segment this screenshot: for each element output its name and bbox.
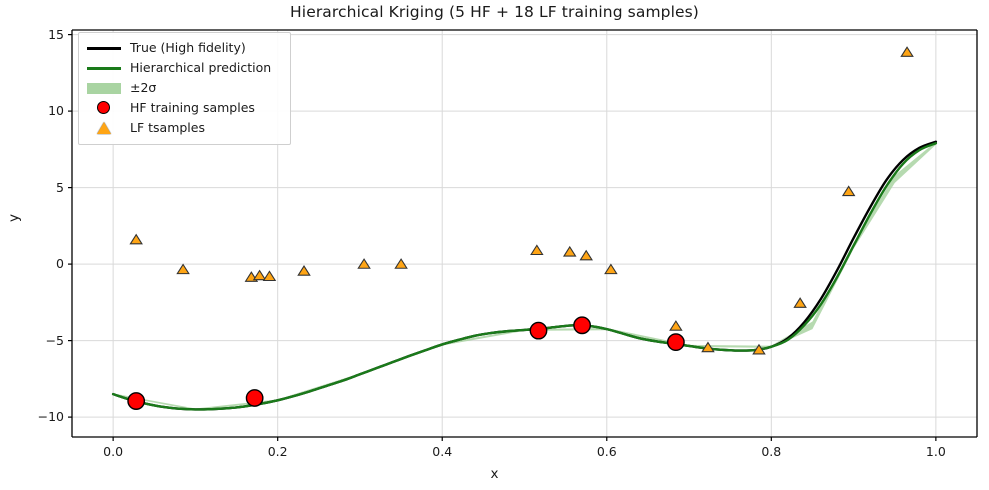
lf-sample-marker (252, 269, 267, 281)
lf-sample-marker (701, 341, 715, 353)
legend-item-band: ±2σ (86, 78, 283, 98)
legend-key-line-true (86, 40, 122, 56)
hf-sample-marker (245, 389, 264, 407)
x-tick-label: 0.2 (267, 444, 288, 459)
lf-sample-marker (562, 245, 577, 257)
y-tick-label: 5 (56, 179, 64, 195)
hf-sample-marker (573, 316, 591, 335)
y-tick-label: −10 (37, 409, 64, 425)
legend-item-prediction: Hierarchical prediction (86, 58, 283, 78)
x-tick-label: 1.0 (925, 444, 946, 459)
legend-label-lf: LF tsamples (130, 120, 205, 135)
y-tick-label: −5 (45, 332, 64, 348)
legend-key-circle-hf (86, 100, 122, 116)
legend-label-true: True (High fidelity) (130, 40, 246, 55)
lf-sample-marker (357, 258, 371, 269)
chart-title: Hierarchical Kriging (5 HF + 18 LF train… (290, 3, 699, 21)
x-tick-label: 0.8 (761, 444, 782, 459)
legend-label-prediction: Hierarchical prediction (130, 60, 272, 75)
x-tick-label: 0.6 (596, 444, 617, 459)
legend-key-triangle-lf (86, 120, 122, 136)
prediction-curve (111, 142, 938, 411)
legend-label-band: ±2σ (130, 80, 157, 95)
y-axis-label: y (6, 214, 22, 222)
y-tick-label: 10 (48, 103, 64, 119)
lf-sample-marker (900, 46, 914, 57)
hf-sample-marker (529, 321, 548, 340)
lf-sample-marker (530, 244, 544, 256)
legend-label-hf: HF training samples (130, 100, 255, 115)
x-tick-label: 0.4 (432, 444, 453, 459)
legend-key-patch-band (86, 80, 122, 96)
y-tick-label: 15 (48, 26, 64, 42)
hf-sample-marker (127, 392, 146, 410)
legend-item-hf: HF training samples (86, 98, 283, 118)
lf-sample-marker (129, 233, 143, 245)
lf-sample-marker (841, 185, 856, 197)
chart-legend: True (High fidelity) Hierarchical predic… (78, 32, 291, 145)
hf-sample-marker (666, 333, 685, 352)
lf-sample-marker (579, 249, 593, 261)
lf-sample-marker (752, 343, 766, 355)
lf-sample-marker (793, 297, 807, 308)
lf-sample-marker (604, 263, 618, 275)
lf-sample-marker (262, 270, 277, 282)
lf-sample-marker (394, 258, 408, 269)
legend-key-line-prediction (86, 60, 122, 76)
lf-sample-marker (669, 320, 683, 331)
lf-sample-marker (297, 264, 311, 276)
lf-sample-marker (176, 263, 190, 275)
legend-item-true: True (High fidelity) (86, 38, 283, 58)
legend-item-lf: LF tsamples (86, 118, 283, 138)
x-axis-label: x (490, 466, 499, 482)
y-tick-label: 0 (56, 256, 64, 272)
x-tick-label: 0.0 (103, 444, 124, 459)
